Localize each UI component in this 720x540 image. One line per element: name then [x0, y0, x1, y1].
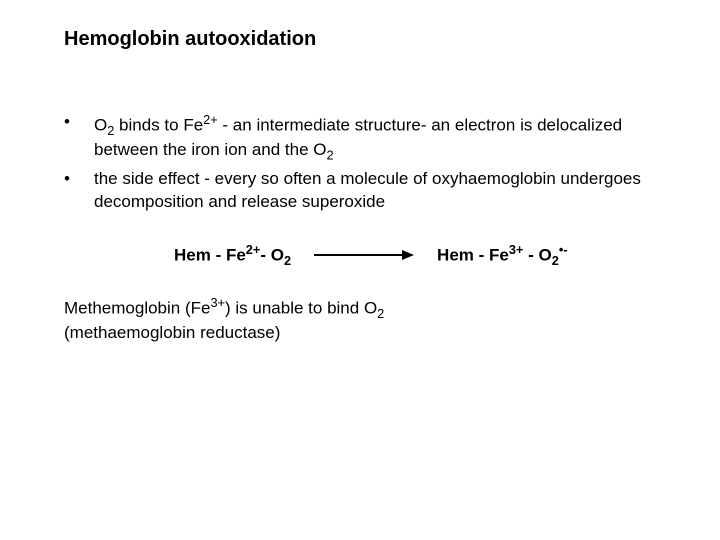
text-fragment: binds to Fe [114, 116, 203, 135]
text-fragment: O [94, 116, 107, 135]
page-title: Hemoglobin autooxidation [64, 28, 672, 51]
superscript: 3+ [509, 242, 524, 257]
bullet-dot-icon: • [64, 111, 94, 134]
text-fragment: Hem - Fe [174, 245, 246, 264]
subscript: 2 [552, 253, 559, 268]
text-fragment: Hem - Fe [437, 245, 509, 264]
bullet-list: • O2 binds to Fe2+ - an intermediate str… [64, 111, 672, 214]
footer-note: Methemoglobin (Fe3+) is unable to bind O… [64, 294, 672, 345]
text-fragment: ) is unable to bind O [225, 298, 377, 317]
reaction-right: Hem - Fe3+ - O2•- [437, 242, 568, 268]
text-fragment: - O [260, 245, 284, 264]
superscript: 2+ [246, 242, 261, 257]
superscript: 3+ [210, 295, 225, 310]
subscript: 2 [377, 306, 384, 321]
superscript: •- [559, 242, 568, 257]
subscript: 2 [327, 148, 334, 163]
bullet-text: O2 binds to Fe2+ - an intermediate struc… [94, 111, 672, 164]
text-fragment: the side effect - every so often a molec… [94, 169, 641, 211]
bullet-text: the side effect - every so often a molec… [94, 168, 672, 214]
reaction-left: Hem - Fe2+- O2 [174, 242, 291, 268]
superscript: 2+ [203, 112, 218, 127]
footer-line: (methaemoglobin reductase) [64, 322, 672, 345]
bullet-dot-icon: • [64, 168, 94, 191]
footer-line: Methemoglobin (Fe3+) is unable to bind O… [64, 294, 672, 322]
list-item: • O2 binds to Fe2+ - an intermediate str… [64, 111, 672, 164]
text-fragment: Methemoglobin (Fe [64, 298, 210, 317]
arrow-icon [309, 248, 419, 262]
subscript: 2 [284, 253, 291, 268]
list-item: • the side effect - every so often a mol… [64, 168, 672, 214]
text-fragment: - O [523, 245, 551, 264]
slide: Hemoglobin autooxidation • O 2 binds to F… [0, 0, 720, 540]
reaction-equation: Hem - Fe2+- O2 Hem - Fe3+ - O2•- [64, 242, 672, 268]
